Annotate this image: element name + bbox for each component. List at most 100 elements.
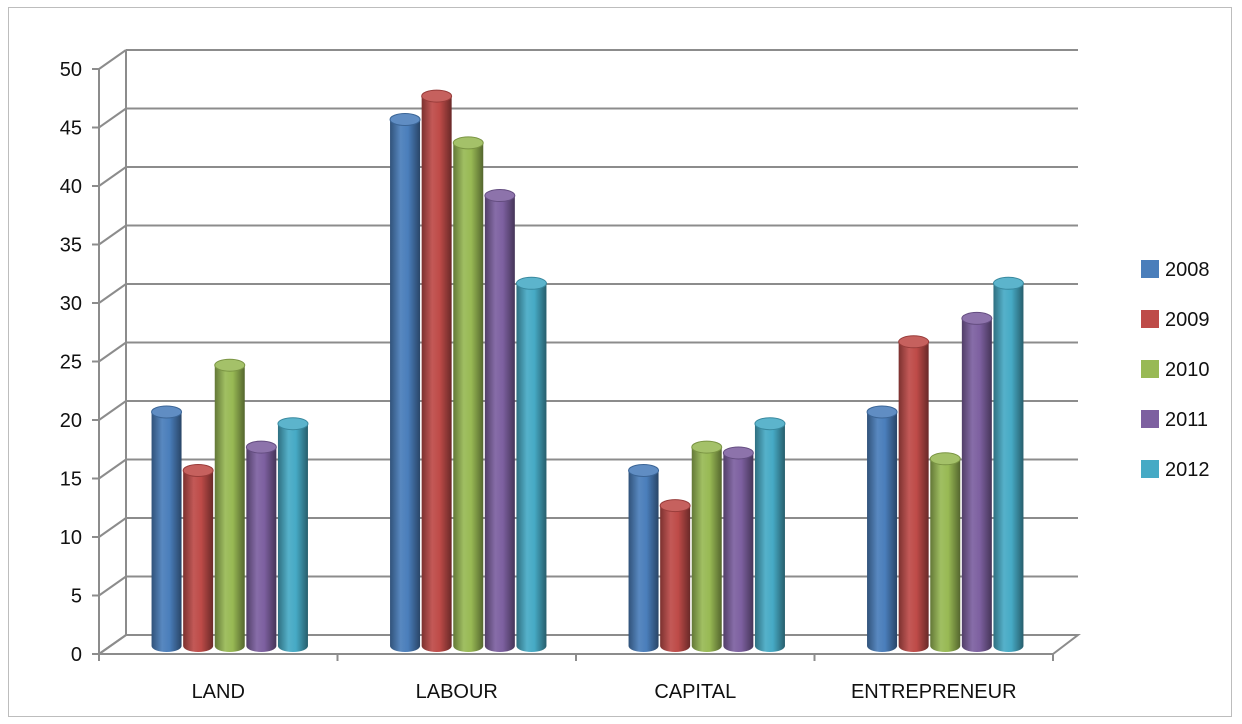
bar: [628, 464, 660, 652]
bar: [484, 189, 516, 653]
bar-top: [929, 452, 961, 466]
axes: [92, 50, 1081, 661]
y-tick-label: 20: [60, 410, 82, 432]
y-tick-label: 45: [60, 118, 82, 140]
y-tick-label: 10: [60, 527, 82, 549]
y-tick-label: 30: [60, 293, 82, 315]
bar: [389, 113, 421, 652]
bar-body: [660, 505, 691, 652]
axis-labels: 0 5 10 15 20 25 30 35 40 45 50 LAND LABOUR CAPITAL ENT…: [60, 59, 1017, 703]
bar: [277, 417, 309, 652]
bar-top: [992, 276, 1024, 290]
bar-top: [214, 358, 246, 372]
bar-body: [754, 423, 785, 652]
side-gridline: [98, 517, 127, 538]
legend-swatch: [1141, 460, 1159, 478]
bar: [992, 276, 1024, 652]
bar: [515, 276, 547, 652]
category-label: CAPITAL: [654, 681, 736, 703]
legend-label: 2009: [1165, 309, 1210, 331]
side-gridline: [98, 107, 127, 129]
y-tick-label: 50: [60, 59, 82, 81]
bar-body: [867, 412, 898, 652]
legend-label: 2010: [1165, 359, 1210, 381]
bar-top: [452, 136, 484, 150]
bar-body: [961, 318, 992, 652]
bar-body: [246, 447, 277, 652]
bar-body: [277, 423, 308, 652]
legend: 2008 2009 2010 2011 2012: [1141, 259, 1210, 481]
category-label: ENTREPRENEUR: [851, 681, 1017, 703]
bar-body: [214, 365, 245, 652]
bar: [898, 335, 930, 652]
side-gridline: [98, 400, 127, 421]
floor-plane: [95, 634, 1081, 655]
y-tick-label: 25: [60, 352, 82, 374]
bar-top: [754, 417, 786, 431]
bar-top: [659, 499, 691, 513]
category-label: LABOUR: [416, 681, 498, 703]
side-gridline: [98, 575, 127, 597]
y-tick-label: 5: [71, 586, 82, 608]
bar: [722, 446, 754, 652]
bar: [245, 440, 277, 652]
bar-body: [723, 452, 754, 652]
y-tick-label: 35: [60, 235, 82, 257]
bar: [754, 417, 786, 652]
bar-body: [390, 119, 421, 652]
bar-top: [515, 276, 547, 290]
legend-swatch: [1141, 360, 1159, 378]
bar-top: [277, 417, 309, 431]
bar-top: [151, 405, 183, 419]
side-gridline: [98, 166, 127, 187]
bar-top: [421, 89, 453, 103]
bar-body: [898, 341, 929, 652]
y-tick-label: 40: [60, 176, 82, 198]
side-gridline: [98, 283, 127, 304]
bar: [691, 440, 723, 652]
bar-body: [421, 96, 452, 653]
bar-body: [453, 142, 484, 652]
legend-label: 2011: [1165, 409, 1208, 431]
bar-body: [183, 470, 214, 652]
bar-body: [516, 283, 547, 652]
bar-top: [389, 113, 421, 126]
legend-swatch: [1141, 410, 1159, 428]
y-tick-label: 15: [60, 469, 82, 491]
bar: [866, 405, 898, 652]
bar-body: [628, 470, 659, 652]
bar-top: [961, 311, 993, 325]
bar: [929, 452, 961, 652]
bar: [452, 136, 484, 652]
bar: [659, 499, 691, 652]
legend-swatch: [1141, 260, 1159, 278]
bar-top: [245, 440, 277, 454]
side-gridline: [98, 49, 127, 70]
bar-top: [691, 440, 723, 454]
bar-chart: 0 5 10 15 20 25 30 35 40 45 50 LAND LABOUR CAPITAL ENT…: [60, 49, 1210, 703]
bar-top: [182, 464, 214, 477]
bar: [214, 358, 246, 652]
bars: [151, 89, 1024, 653]
bar-top: [898, 335, 930, 349]
category-label: LAND: [192, 681, 245, 703]
chart-frame: 0 5 10 15 20 25 30 35 40 45 50 LAND LABOUR CAPITAL ENT…: [8, 7, 1232, 717]
legend-label: 2012: [1165, 459, 1210, 481]
side-gridline: [98, 341, 127, 363]
y-tick-label: 0: [71, 644, 82, 666]
bar-top: [628, 464, 660, 477]
bar: [151, 405, 183, 652]
bar: [182, 464, 214, 652]
bar-body: [930, 458, 961, 652]
bar-top: [722, 446, 754, 460]
bar: [421, 89, 453, 653]
legend-swatch: [1141, 310, 1159, 328]
side-gridline: [98, 458, 127, 480]
bar-body: [691, 447, 722, 652]
bar-top: [484, 189, 516, 203]
legend-label: 2008: [1165, 259, 1210, 281]
bar-body: [484, 195, 515, 653]
bar-top: [866, 405, 898, 419]
side-gridline: [98, 224, 127, 246]
bar-body: [993, 283, 1024, 652]
